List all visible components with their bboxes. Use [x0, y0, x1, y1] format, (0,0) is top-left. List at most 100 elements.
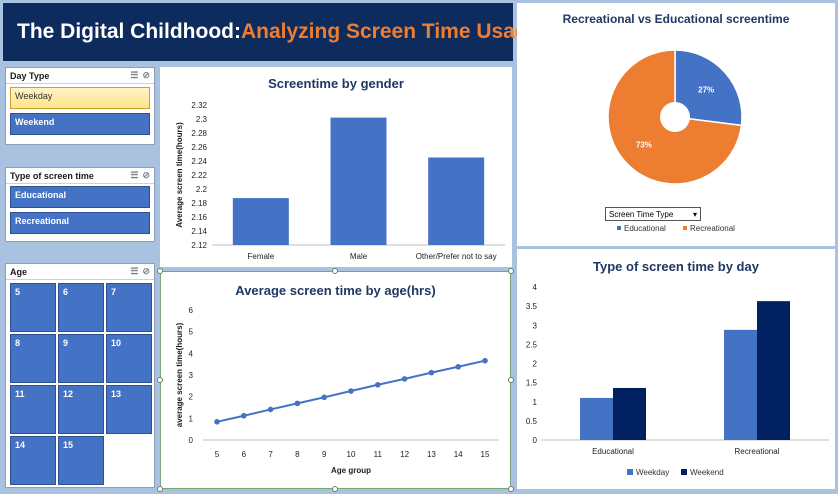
multi-select-icon[interactable]: ☰ [130, 266, 139, 276]
pie-chart-panel: Recreational vs Educational screentime 2… [517, 3, 835, 246]
slicer-item-recreational[interactable]: Recreational [10, 212, 150, 234]
x-axis-label: Age group [331, 466, 371, 475]
point-age-13 [428, 369, 435, 376]
y-tick-label: 2.14 [191, 227, 207, 236]
multi-select-icon[interactable]: ☰ [130, 170, 139, 180]
y-tick-label: 2.32 [191, 101, 207, 110]
y-tick-label: 0.5 [526, 417, 538, 426]
y-tick-label: 3 [189, 371, 194, 380]
slicer-item-age-14[interactable]: 14 [10, 436, 56, 485]
y-tick-label: 2.18 [191, 199, 207, 208]
x-tick-label: Male [350, 252, 368, 261]
bar-female [232, 198, 289, 245]
point-age-5 [214, 419, 220, 425]
slicer-item-weekday[interactable]: Weekday [10, 87, 150, 109]
donut-hole [660, 102, 690, 132]
x-tick-label: 6 [242, 450, 247, 459]
slicer-item-age-7[interactable]: 7 [106, 283, 152, 332]
resize-handle[interactable] [157, 486, 163, 492]
y-tick-label: 1.5 [526, 379, 538, 388]
legend-swatch [681, 469, 687, 475]
y-tick-label: 2.28 [191, 129, 207, 138]
legend-label: Weekday [636, 468, 669, 477]
title-sep: : [233, 20, 241, 43]
y-tick-label: 2.3 [196, 115, 208, 124]
y-tick-label: 3.5 [526, 302, 538, 311]
x-tick-label: 8 [295, 450, 300, 459]
slicer-title: Age [10, 266, 28, 277]
y-tick-label: 2.16 [191, 213, 207, 222]
point-age-11 [375, 381, 381, 388]
slicer-item-age-13[interactable]: 13 [106, 385, 152, 434]
y-tick-label: 2.26 [191, 143, 207, 152]
resize-handle[interactable] [332, 268, 338, 274]
point-age-10 [348, 388, 354, 394]
y-axis-label: average screen time(hours) [175, 322, 184, 427]
slicer-item-age-6[interactable]: 6 [58, 283, 104, 332]
slicer-title: Type of screen time [10, 170, 94, 181]
y-tick-label: 2.5 [526, 340, 538, 349]
slicer-item-age-9[interactable]: 9 [58, 334, 104, 383]
title-accent: Analyzing Screen Time Usage [240, 20, 540, 43]
y-tick-label: 2.22 [191, 171, 207, 180]
slicer-header: Age ☰ ⊘ [6, 264, 154, 280]
day-bar-chart: 0 0.5 1 1.5 2 2.5 3 3.5 4 Educational Recreational… [526, 283, 829, 477]
point-age-6 [241, 412, 247, 419]
slicer-item-age-15[interactable]: 15 [58, 436, 104, 485]
legend-label: Recreational [690, 224, 735, 233]
x-tick-label: 9 [322, 450, 327, 459]
bar-weekday-recreational [724, 329, 757, 440]
data-label: 73% [636, 140, 652, 149]
clear-filter-icon[interactable]: ⊘ [142, 70, 150, 80]
chart-title: Type of screen time by day [593, 259, 759, 274]
bar-weekday-educational [580, 397, 613, 440]
legend-swatch [627, 469, 633, 475]
x-tick-label: Other/Prefer not to say [416, 252, 497, 261]
resize-handle[interactable] [157, 268, 163, 274]
slicer-item-age-12[interactable]: 12 [58, 385, 104, 434]
point-age-8 [294, 400, 301, 407]
slice-educational [674, 49, 743, 127]
slicer-item-age-5[interactable]: 5 [10, 283, 56, 332]
resize-handle[interactable] [508, 377, 514, 383]
screen-type-slicer: Type of screen time ☰ ⊘ Educational Recre… [5, 167, 155, 242]
clear-filter-icon[interactable]: ⊘ [142, 266, 150, 276]
y-tick-label: 2.12 [191, 241, 207, 250]
resize-handle[interactable] [508, 486, 514, 492]
multi-select-icon[interactable]: ☰ [130, 70, 139, 80]
y-tick-label: 1 [189, 414, 194, 423]
x-tick-label: Recreational [735, 447, 780, 456]
resize-handle[interactable] [157, 377, 163, 383]
x-tick-label: 10 [347, 450, 356, 459]
point-age-7 [267, 406, 274, 413]
point-age-12 [401, 376, 408, 382]
x-tick-label: 12 [400, 450, 409, 459]
y-tick-label: 0 [189, 436, 194, 445]
gender-bar-chart: 2.12 2.14 2.16 2.18 2.2 2.22 2.24 2.26 2.28 2.3 2.… [175, 101, 505, 261]
clear-filter-icon[interactable]: ⊘ [142, 170, 150, 180]
x-tick-label: 13 [427, 450, 436, 459]
legend-swatch [617, 226, 621, 230]
x-tick-label: Educational [592, 447, 634, 456]
legend-label: Weekend [690, 468, 724, 477]
y-tick-label: 2.24 [191, 157, 207, 166]
slicer-item-age-8[interactable]: 8 [10, 334, 56, 383]
data-label: 27% [698, 86, 714, 95]
resize-handle[interactable] [508, 268, 514, 274]
slicer-item-age-11[interactable]: 11 [10, 385, 56, 434]
resize-handle[interactable] [332, 486, 338, 492]
age-slicer: Age ☰ ⊘ 5 6 7 8 9 10 11 12 13 14 15 [5, 263, 155, 488]
slicer-item-age-10[interactable]: 10 [106, 334, 152, 383]
slicer-item-weekend[interactable]: Weekend [10, 113, 150, 135]
slicer-item-educational[interactable]: Educational [10, 186, 150, 208]
chart-title: Recreational vs Educational screentime [562, 12, 790, 26]
screen-time-type-dropdown[interactable]: Screen Time Type ▾ [605, 207, 701, 221]
chart-title: Screentime by gender [268, 76, 404, 91]
point-age-15 [482, 357, 488, 364]
day-type-slicer: Day Type ☰ ⊘ Weekday Weekend [5, 67, 155, 145]
chart-title: Average screen time by age(hrs) [235, 283, 436, 298]
y-tick-label: 5 [189, 328, 194, 337]
y-tick-label: 2.2 [196, 185, 208, 194]
